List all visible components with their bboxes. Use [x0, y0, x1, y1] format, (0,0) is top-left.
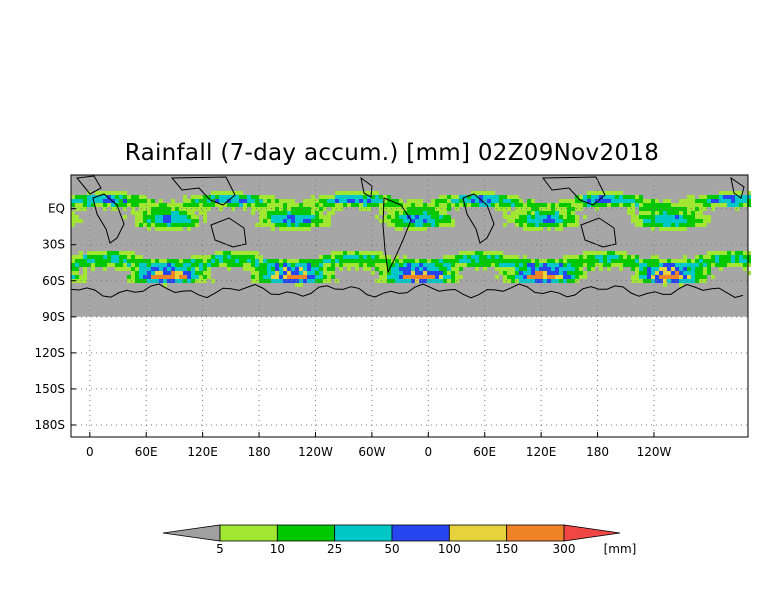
colorbar-segment — [448, 524, 508, 542]
colorbar-segment — [391, 524, 450, 542]
colorbar-segment — [334, 524, 393, 542]
y-tick-label: 60S — [42, 274, 65, 288]
x-tick-label: 180 — [586, 445, 609, 459]
x-tick-label: 120W — [637, 445, 672, 459]
x-tick-label: 120E — [526, 445, 557, 459]
plot-frame — [70, 174, 749, 438]
x-tick-label: 120E — [187, 445, 218, 459]
x-tick-label: 60W — [358, 445, 385, 459]
y-tick-label: 30S — [42, 238, 65, 252]
colorbar-left-arrow — [162, 524, 221, 542]
colorbar-label: 25 — [327, 542, 342, 556]
x-axis: 0 60E 120E 180 120W 60W 0 60E 120E 180 120W — [86, 432, 672, 459]
colorbar-segment — [219, 524, 278, 542]
coastlines — [70, 175, 745, 299]
x-tick-label: 60E — [135, 445, 158, 459]
colorbar: 5 10 25 50 100 150 300 [mm] — [162, 524, 637, 556]
y-tick-label: 180S — [34, 418, 65, 432]
colorbar-label: 10 — [270, 542, 285, 556]
colorbar-segment — [506, 524, 565, 542]
grid — [71, 175, 748, 437]
x-tick-label: 0 — [424, 445, 432, 459]
colorbar-label: 150 — [495, 542, 518, 556]
x-tick-label: 60E — [473, 445, 496, 459]
map-background — [71, 175, 748, 317]
y-tick-label: 90S — [42, 310, 65, 324]
page-title: Rainfall (7-day accum.) [mm] 02Z09Nov201… — [124, 140, 660, 166]
colorbar-label: 5 — [216, 542, 224, 556]
y-tick-label: 120S — [34, 346, 65, 360]
y-tick-label: 150S — [34, 382, 65, 396]
rainfall-map — [70, 175, 751, 437]
x-tick-label: 120W — [298, 445, 333, 459]
y-tick-label: EQ — [48, 202, 65, 216]
colorbar-unit: [mm] — [604, 542, 637, 556]
colorbar-label: 50 — [384, 542, 399, 556]
y-axis: EQ 30S 60S 90S 120S 150S 180S — [34, 202, 76, 432]
colorbar-right-arrow — [563, 524, 621, 542]
colorbar-label: 300 — [553, 542, 576, 556]
empty-region — [71, 316, 748, 437]
rainfall-field — [71, 191, 751, 287]
x-tick-label: 0 — [86, 445, 94, 459]
colorbar-segment — [276, 524, 336, 542]
colorbar-label: 100 — [438, 542, 461, 556]
x-tick-label: 180 — [248, 445, 271, 459]
